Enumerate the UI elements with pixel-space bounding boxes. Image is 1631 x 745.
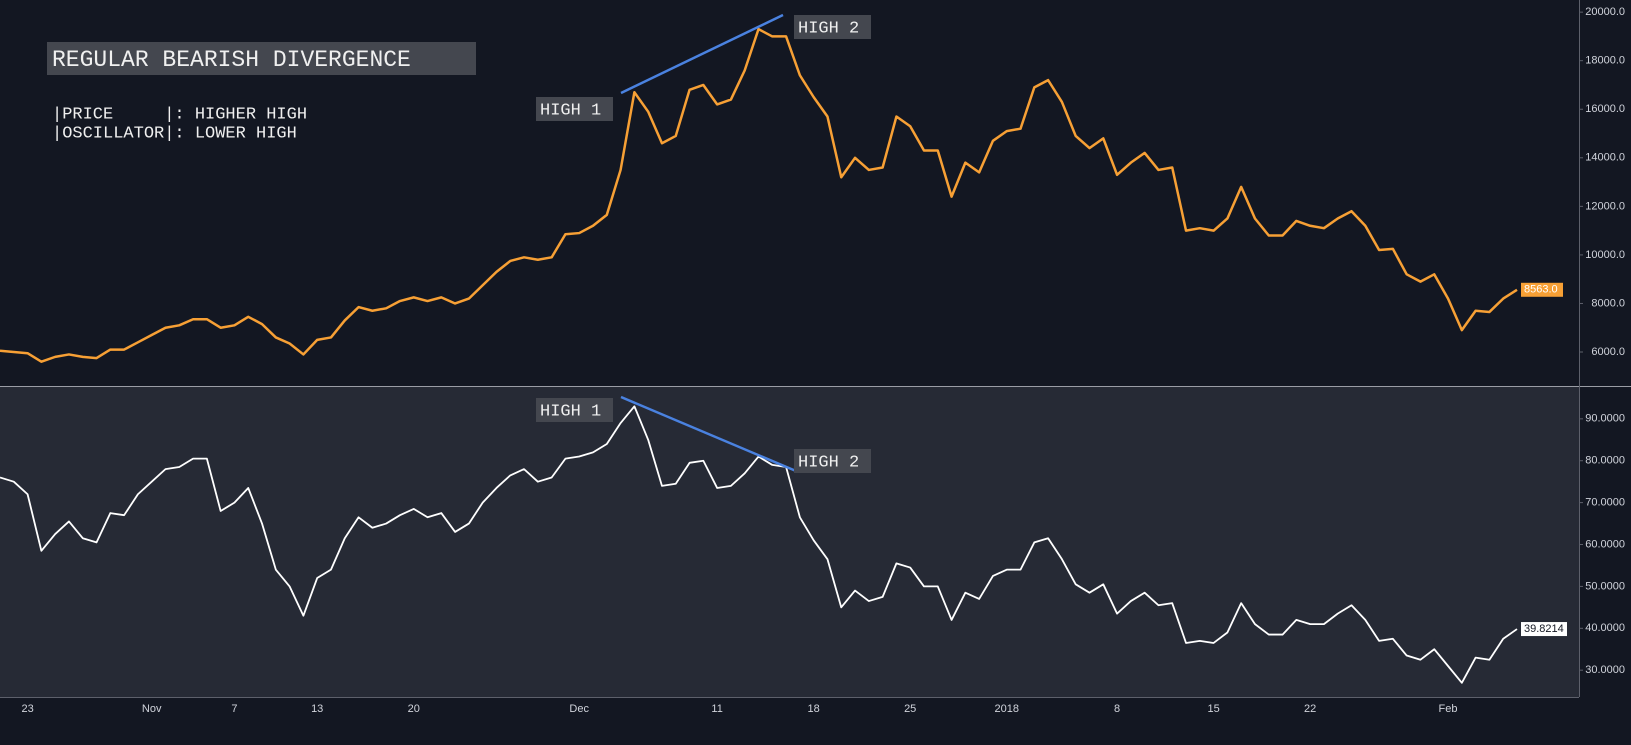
x-tick-label: Nov	[142, 703, 162, 715]
oscillator-pane	[0, 387, 1579, 697]
series-line	[0, 405, 1518, 684]
title: REGULAR BEARISH DIVERGENCE	[52, 47, 411, 73]
high-label: HIGH 1	[540, 101, 601, 120]
last-value-box	[1521, 282, 1563, 297]
legend-line: |OSCILLATOR|: LOWER HIGH	[52, 124, 297, 143]
y-tick-label: 8000.0	[1591, 297, 1625, 309]
y-tick-label: 16000.0	[1585, 103, 1625, 115]
y-tick-label: 40.0000	[1585, 622, 1625, 634]
y-tick-label: 30.0000	[1585, 664, 1625, 676]
divergence-line	[620, 13, 784, 95]
x-tick-label: 8	[1114, 703, 1120, 715]
label-box	[794, 15, 871, 39]
x-tick-label: Feb	[1439, 703, 1458, 715]
y-tick-label: 6000.0	[1591, 346, 1625, 358]
price-axis-area	[1579, 0, 1631, 745]
high-label: HIGH 1	[540, 402, 601, 421]
y-tick-label: 90.0000	[1585, 413, 1625, 425]
x-tick-label: 11	[711, 703, 722, 715]
last-value-label: 8563.0	[1524, 284, 1558, 296]
last-value-label: 39.8214	[1524, 623, 1564, 635]
label-box	[536, 97, 613, 121]
series-line	[0, 27, 1518, 363]
y-tick-label: 80.0000	[1585, 455, 1625, 467]
y-tick-label: 70.0000	[1585, 497, 1625, 509]
y-tick-label: 60.0000	[1585, 538, 1625, 550]
x-tick-label: Dec	[569, 703, 589, 715]
title-box	[47, 42, 476, 75]
label-box	[794, 449, 871, 473]
high-label: HIGH 2	[798, 453, 859, 472]
y-tick-label: 50.0000	[1585, 580, 1625, 592]
y-tick-label: 18000.0	[1585, 55, 1625, 67]
y-tick-label: 12000.0	[1585, 200, 1625, 212]
y-tick-label: 20000.0	[1585, 6, 1625, 18]
y-tick-label: 10000.0	[1585, 249, 1625, 261]
y-tick-label: 14000.0	[1585, 152, 1625, 164]
plot: 6000.0 8000.0 10000.0 12000.0 14000.0 16000.0…	[0, 6, 1625, 715]
time-axis-area	[0, 697, 1631, 745]
x-tick-label: 20	[408, 703, 420, 715]
high-label: HIGH 2	[798, 19, 859, 38]
x-tick-label: 25	[904, 703, 916, 715]
legend-line: |PRICE |: HIGHER HIGH	[52, 105, 307, 124]
x-tick-label: 18	[808, 703, 820, 715]
x-tick-label: 2018	[994, 703, 1018, 715]
x-tick-label: 13	[311, 703, 323, 715]
x-tick-label: 7	[231, 703, 237, 715]
divergence-line	[620, 395, 797, 473]
x-tick-label: 23	[21, 703, 33, 715]
x-tick-label: 22	[1304, 703, 1316, 715]
x-tick-label: 15	[1207, 703, 1219, 715]
last-value-box	[1521, 622, 1567, 637]
label-box	[536, 398, 613, 422]
